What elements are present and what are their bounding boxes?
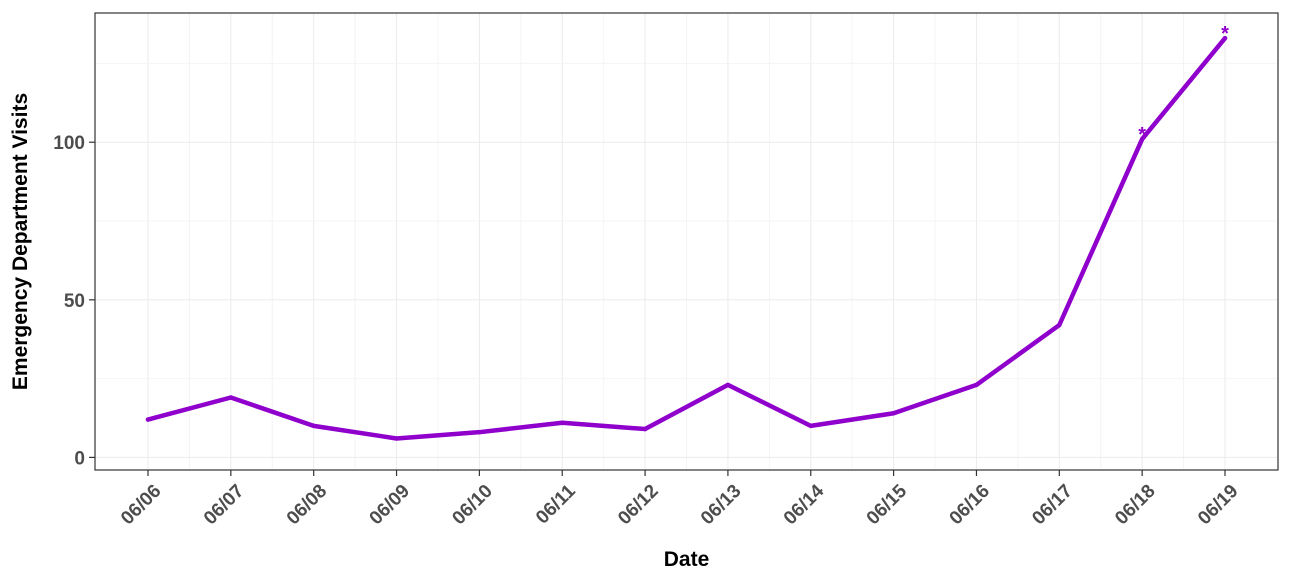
data-point bbox=[228, 395, 234, 400]
x-tick-label: 06/17 bbox=[1028, 481, 1076, 529]
data-point bbox=[642, 426, 648, 432]
data-point bbox=[974, 382, 979, 388]
x-tick-label: 06/19 bbox=[1194, 481, 1242, 529]
plot-panel-border bbox=[94, 12, 1279, 471]
data-point bbox=[1057, 322, 1062, 328]
x-tick-label: 06/06 bbox=[117, 481, 165, 529]
x-tick-label: 06/15 bbox=[863, 480, 912, 529]
x-tick-label: 06/12 bbox=[614, 481, 662, 529]
data-point bbox=[560, 420, 565, 425]
x-tick-label: 06/08 bbox=[283, 481, 331, 529]
y-axis-title: Emergency Department Visits bbox=[9, 93, 32, 390]
series-layer: ** bbox=[145, 23, 1229, 441]
series-line bbox=[145, 35, 1228, 441]
x-tick-label: 06/09 bbox=[366, 481, 414, 529]
data-point bbox=[145, 417, 151, 422]
x-tick-label: 06/16 bbox=[946, 481, 994, 529]
y-tick-label: 50 bbox=[64, 291, 85, 312]
grid-lines bbox=[95, 13, 1278, 470]
x-tick-label: 06/11 bbox=[532, 480, 580, 528]
data-point bbox=[477, 429, 482, 435]
x-axis-title: Date bbox=[664, 548, 710, 571]
y-tick-label: 100 bbox=[53, 133, 85, 154]
y-tick-label: 0 bbox=[74, 448, 85, 469]
annotation-label: * bbox=[1221, 23, 1229, 45]
data-point bbox=[394, 436, 399, 441]
data-point bbox=[1222, 36, 1228, 41]
data-point bbox=[1139, 136, 1145, 142]
x-tick-label: 06/14 bbox=[780, 480, 829, 529]
data-point bbox=[725, 382, 731, 388]
x-tick-label: 06/18 bbox=[1111, 481, 1159, 529]
annotation-label: * bbox=[1138, 124, 1146, 146]
data-point bbox=[808, 423, 813, 429]
data-point bbox=[311, 423, 316, 429]
data-point bbox=[891, 411, 896, 416]
x-tick-label: 06/07 bbox=[200, 481, 248, 529]
x-tick-label: 06/10 bbox=[448, 481, 496, 529]
x-tick-label: 06/13 bbox=[697, 481, 745, 529]
